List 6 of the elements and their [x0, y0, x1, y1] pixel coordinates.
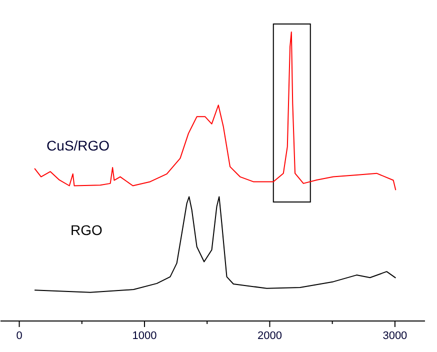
x-tick-label: 0 [16, 330, 22, 342]
text: RGO [70, 222, 103, 238]
x-tick-label: 2000 [257, 330, 282, 342]
series-label: CuS/RGO [46, 137, 110, 154]
x-tick-label: 1000 [132, 330, 157, 342]
x-tick-label: 3000 [382, 330, 408, 342]
